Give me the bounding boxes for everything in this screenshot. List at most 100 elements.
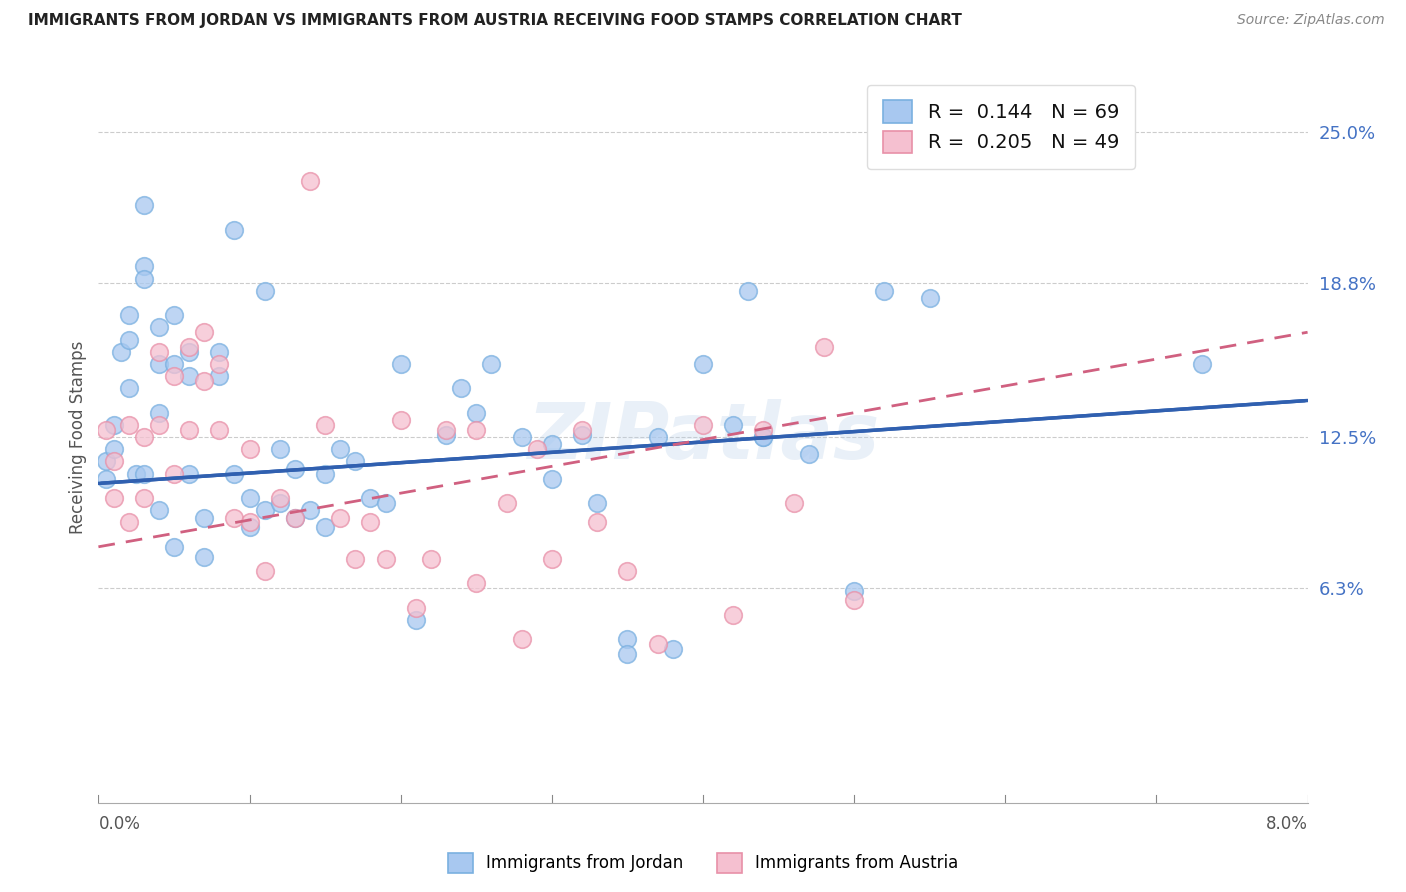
Point [783, 496, 806, 510]
Point [179, 467, 201, 481]
Point [540, 471, 562, 485]
Point [118, 381, 141, 395]
Point [844, 593, 866, 607]
Point [405, 600, 427, 615]
Point [360, 491, 382, 505]
Point [797, 447, 820, 461]
Point [103, 442, 125, 457]
Point [208, 423, 231, 437]
Point [405, 613, 427, 627]
Point [526, 442, 548, 457]
Point [540, 552, 562, 566]
Point [148, 357, 170, 371]
Point [314, 417, 336, 432]
Point [239, 442, 262, 457]
Point [329, 510, 352, 524]
Point [752, 430, 775, 444]
Point [269, 442, 291, 457]
Point [208, 369, 231, 384]
Text: IMMIGRANTS FROM JORDAN VS IMMIGRANTS FROM AUSTRIA RECEIVING FOOD STAMPS CORRELAT: IMMIGRANTS FROM JORDAN VS IMMIGRANTS FRO… [28, 13, 962, 29]
Point [148, 417, 170, 432]
Point [647, 637, 669, 651]
Point [420, 552, 443, 566]
Point [314, 467, 336, 481]
Point [571, 427, 593, 442]
Point [118, 308, 141, 322]
Point [193, 510, 215, 524]
Point [132, 430, 155, 444]
Point [148, 344, 170, 359]
Point [692, 357, 714, 371]
Point [918, 291, 941, 305]
Point [193, 325, 215, 339]
Point [239, 491, 262, 505]
Text: Source: ZipAtlas.com: Source: ZipAtlas.com [1237, 13, 1385, 28]
Point [253, 284, 276, 298]
Point [224, 467, 246, 481]
Point [179, 423, 201, 437]
Point [179, 340, 201, 354]
Point [132, 467, 155, 481]
Point [481, 357, 503, 371]
Point [844, 583, 866, 598]
Point [465, 406, 488, 420]
Point [586, 516, 609, 530]
Point [253, 564, 276, 578]
Point [148, 320, 170, 334]
Point [208, 344, 231, 359]
Point [163, 467, 186, 481]
Point [344, 552, 367, 566]
Point [239, 516, 262, 530]
Point [224, 223, 246, 237]
Legend: R =  0.144   N = 69, R =  0.205   N = 49: R = 0.144 N = 69, R = 0.205 N = 49 [868, 85, 1135, 169]
Point [723, 608, 745, 623]
Point [540, 437, 562, 451]
Point [163, 369, 186, 384]
Point [389, 413, 412, 427]
Point [163, 308, 186, 322]
Point [374, 552, 396, 566]
Point [465, 423, 488, 437]
Point [586, 496, 609, 510]
Point [284, 510, 307, 524]
Point [495, 496, 517, 510]
Point [571, 423, 593, 437]
Point [374, 496, 396, 510]
Point [723, 417, 745, 432]
Text: ZIPatlas: ZIPatlas [527, 399, 879, 475]
Point [434, 423, 457, 437]
Point [616, 647, 638, 661]
Legend: Immigrants from Jordan, Immigrants from Austria: Immigrants from Jordan, Immigrants from … [441, 847, 965, 880]
Point [616, 564, 638, 578]
Point [94, 471, 117, 485]
Point [118, 333, 141, 347]
Point [94, 423, 117, 437]
Point [616, 632, 638, 647]
Point [269, 496, 291, 510]
Point [360, 516, 382, 530]
Point [813, 340, 835, 354]
Point [103, 491, 125, 505]
Point [284, 462, 307, 476]
Point [118, 516, 141, 530]
Point [132, 198, 155, 212]
Point [224, 510, 246, 524]
Point [103, 417, 125, 432]
Point [239, 520, 262, 534]
Point [752, 430, 775, 444]
Point [329, 442, 352, 457]
Point [661, 642, 683, 657]
Point [208, 357, 231, 371]
Point [465, 576, 488, 591]
Point [163, 540, 186, 554]
Point [269, 491, 291, 505]
Point [132, 491, 155, 505]
Point [737, 284, 759, 298]
Point [193, 374, 215, 388]
Point [647, 430, 669, 444]
Point [163, 357, 186, 371]
Text: 0.0%: 0.0% [98, 815, 141, 833]
Point [148, 503, 170, 517]
Point [752, 423, 775, 437]
Text: 8.0%: 8.0% [1265, 815, 1308, 833]
